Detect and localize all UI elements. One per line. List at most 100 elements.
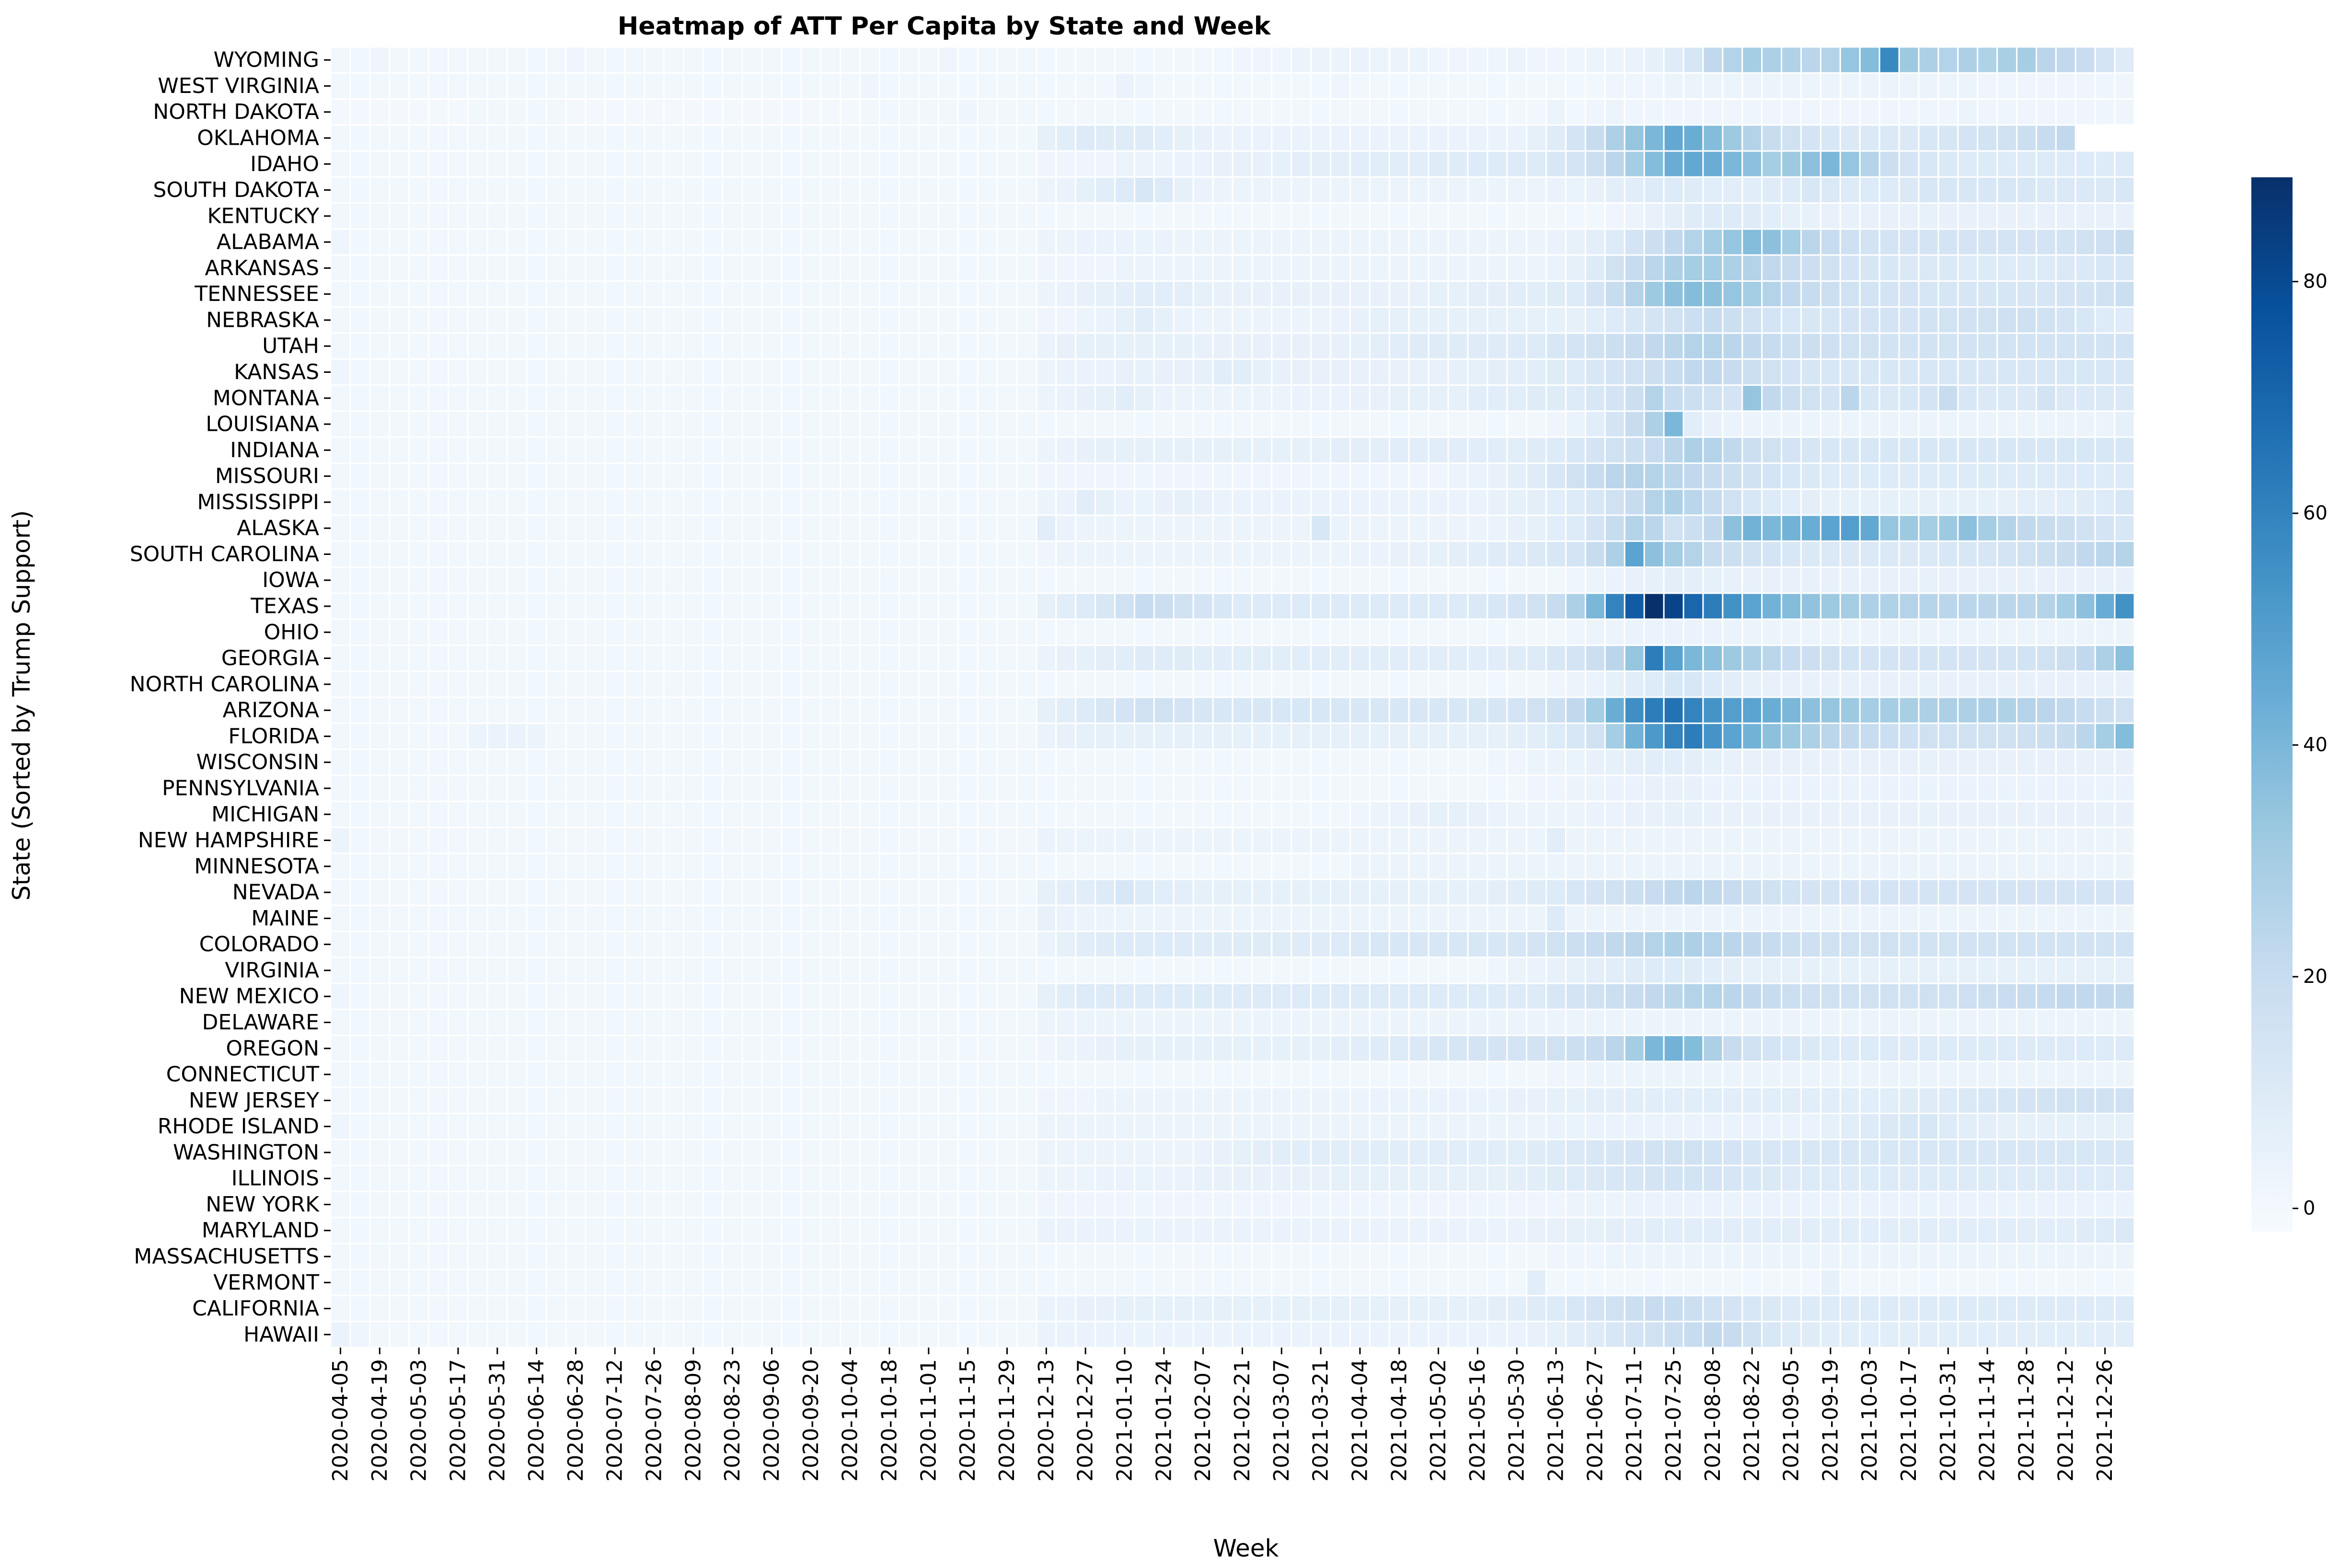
heatmap-cell [761,280,783,308]
heatmap-cell [604,358,626,386]
heatmap-cell [840,1243,861,1270]
heatmap-cell [349,462,371,490]
heatmap-cell [1781,957,1802,984]
heatmap-cell [1408,254,1429,282]
heatmap-cell [859,1086,881,1114]
heatmap-cell [330,1112,351,1141]
heatmap-cell [545,72,567,100]
heatmap-cell [349,540,371,568]
heatmap-cell [369,98,391,126]
heatmap-cell [1898,228,1920,256]
heatmap-cell [2035,332,2057,360]
heatmap-cell [1957,774,1979,802]
heatmap-cell [1584,384,1606,412]
heatmap-cell [1173,1035,1194,1062]
heatmap-cell [1251,904,1273,933]
heatmap-cell [1369,280,1390,308]
heatmap-cell [1957,1190,1979,1219]
heatmap-cell [1271,722,1292,750]
heatmap-cell [467,462,488,490]
heatmap-cell [1702,1321,1724,1349]
heatmap-cell [1251,98,1273,126]
heatmap-cell [1977,982,1998,1010]
heatmap-cell [937,904,959,933]
heatmap-cell [1996,931,2018,958]
heatmap-cell [1506,150,1528,178]
heatmap-cell [1330,1061,1351,1088]
state-label: RHODE ISLAND [158,1114,319,1139]
heatmap-cell [1487,670,1508,698]
heatmap-cell [800,488,822,516]
heatmap-cell [1643,176,1665,204]
heatmap-cell [1467,826,1488,854]
heatmap-cell [1957,1061,1979,1088]
heatmap-cell [2055,696,2076,724]
heatmap-cell [1977,618,1998,646]
heatmap-cell [1428,592,1449,620]
heatmap-cell [663,1243,684,1270]
heatmap-cell [1388,566,1410,594]
heatmap-cell [389,1112,410,1141]
heatmap-cell [1898,384,1920,412]
heatmap-cell [1192,384,1214,412]
heatmap-cell [369,1164,391,1192]
heatmap-cell [2016,1321,2037,1349]
heatmap-cell [1839,254,1861,282]
heatmap-cell [330,488,351,516]
heatmap-cell [1291,1217,1312,1245]
heatmap-cell [1036,878,1057,906]
heatmap-cell [408,644,430,672]
heatmap-cell [369,384,391,412]
heatmap-cell [1487,254,1508,282]
heatmap-cell [644,878,665,906]
heatmap-cell [1369,722,1390,750]
heatmap-cell [1820,410,1841,438]
heatmap-cell [2114,878,2135,906]
heatmap-cell [977,98,998,126]
heatmap-cell [1447,982,1469,1010]
heatmap-cell [1428,1268,1449,1296]
heatmap-cell [1330,150,1351,178]
heatmap-cell [2094,1268,2116,1296]
heatmap-cell [1232,592,1253,620]
heatmap-cell [506,540,528,568]
state-label: NEW JERSEY [189,1088,319,1113]
heatmap-cell [820,800,841,828]
heatmap-cell [1310,1164,1332,1192]
heatmap-cell [1467,749,1488,776]
heatmap-cell [1095,462,1116,490]
heatmap-cell [898,670,920,698]
heatmap-cell [545,957,567,984]
heatmap-cell [1584,254,1606,282]
heatmap-cell [349,1112,371,1141]
heatmap-cell [1878,150,1900,178]
heatmap-cell [1918,98,1939,126]
heatmap-cell [663,618,684,646]
heatmap-cell [1212,878,1233,906]
heatmap-cell [1859,46,1880,74]
state-label: INDIANA [230,438,319,462]
heatmap-cell [1467,46,1488,74]
heatmap-cell [977,670,998,698]
heatmap-cell [1369,826,1390,854]
heatmap-cell [1291,774,1312,802]
heatmap-cell [330,749,351,776]
heatmap-cell [1388,176,1410,204]
heatmap-cell [879,982,900,1010]
heatmap-cell [1133,332,1155,360]
heatmap-cell [1957,1008,1979,1037]
heatmap-cell [428,540,449,568]
heatmap-cell [1271,566,1292,594]
heatmap-cell [486,566,508,594]
heatmap-cell [1781,566,1802,594]
heatmap-cell [565,878,587,906]
heatmap-cell [1584,202,1606,230]
heatmap-cell [898,1061,920,1088]
heatmap-cell [682,46,704,74]
heatmap-cell [1271,280,1292,308]
state-label: MISSOURI [215,464,319,488]
heatmap-cell [1428,904,1449,933]
heatmap-cell [644,436,665,464]
heatmap-cell [820,1112,841,1141]
heatmap-cell [879,72,900,100]
